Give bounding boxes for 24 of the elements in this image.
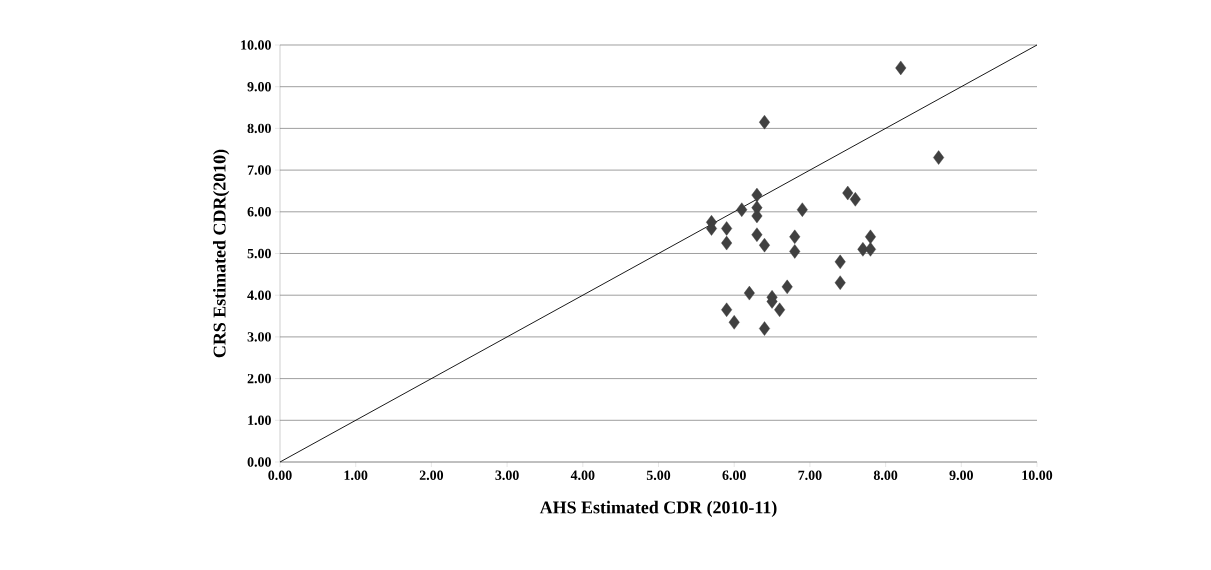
- x-tick-label: 9.00: [949, 470, 973, 480]
- x-tick-label: 1.00: [344, 470, 368, 480]
- x-tick-label: 0.00: [268, 470, 292, 480]
- y-tick-label: 3.00: [247, 332, 271, 342]
- x-tick-label: 8.00: [873, 470, 898, 480]
- y-tick-label: 0.00: [247, 457, 271, 467]
- x-tick-label: 3.00: [495, 470, 519, 480]
- x-tick-label: 10.00: [1022, 470, 1053, 480]
- y-tick-label: 7.00: [247, 165, 271, 175]
- x-tick-label: 2.00: [419, 470, 444, 480]
- y-tick-label: 6.00: [247, 207, 271, 217]
- y-tick-label: 5.00: [247, 248, 271, 259]
- x-tick-label: 7.00: [798, 470, 822, 480]
- y-tick-label: 4.00: [247, 290, 271, 300]
- y-tick-label: 10.00: [241, 40, 271, 50]
- x-tick-label: 4.00: [570, 470, 595, 480]
- y-tick-label: 9.00: [247, 81, 271, 92]
- y-tick-label: 1.00: [248, 415, 271, 426]
- y-tick-label: 8.00: [247, 123, 271, 134]
- x-axis-title: AHS Estimated CDR (2010-11): [539, 500, 777, 518]
- y-tick-label: 2.00: [247, 373, 271, 384]
- x-tick-label: 5.00: [646, 470, 671, 480]
- x-tick-label: 6.00: [722, 470, 746, 480]
- y-axis-title: CRS Estimated CDR(2010): [212, 149, 230, 358]
